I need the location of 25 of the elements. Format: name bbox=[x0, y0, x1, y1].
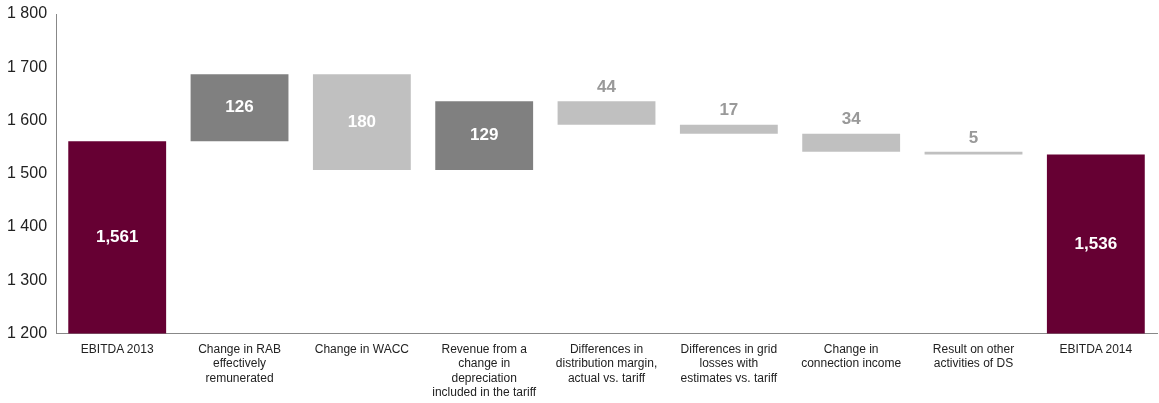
x-tick-label: Change in WACC bbox=[314, 341, 410, 356]
y-tick-label: 1 600 bbox=[6, 110, 48, 128]
y-tick-label: 1 500 bbox=[6, 164, 48, 182]
data-label: 1,561 bbox=[95, 227, 139, 246]
y-tick-label: 1 800 bbox=[6, 4, 48, 22]
data-label: 129 bbox=[470, 125, 499, 145]
x-tick-label: Change in RAB effectively remunerated bbox=[198, 341, 281, 385]
data-label: 126 bbox=[225, 97, 254, 117]
y-tick-label: 1 700 bbox=[6, 57, 48, 75]
x-tick-label: Differences in grid losses with estimates vs. tariff bbox=[680, 341, 778, 385]
data-label: 44 bbox=[597, 76, 617, 96]
x-tick-label: Result on other activities of DS bbox=[932, 341, 1015, 371]
data-label: 1,536 bbox=[1074, 233, 1118, 253]
data-label: 180 bbox=[347, 111, 377, 131]
x-tick-label: Differences in distribution margin, actual vs. tariff bbox=[555, 341, 658, 385]
x-tick-label: Change in connection income bbox=[801, 341, 902, 371]
y-tick-label: 1 400 bbox=[6, 217, 48, 235]
data-label: 5 bbox=[968, 127, 979, 147]
data-label: 17 bbox=[719, 100, 739, 120]
x-tick-label: Revenue from a change in depreciation included in the tariff bbox=[432, 341, 537, 400]
y-tick-label: 1 200 bbox=[6, 323, 48, 341]
data-label: 34 bbox=[841, 109, 862, 129]
x-tick-label: EBITDA 2014 bbox=[1059, 341, 1133, 356]
x-tick-label: EBITDA 2013 bbox=[80, 341, 154, 356]
y-tick-label: 1 300 bbox=[6, 270, 48, 288]
